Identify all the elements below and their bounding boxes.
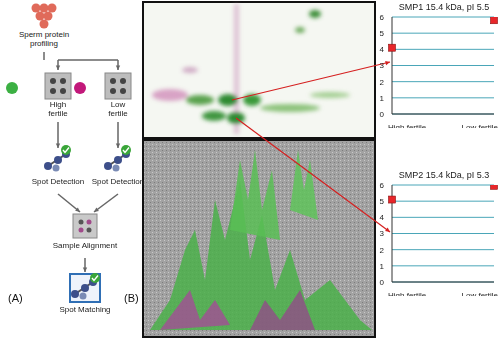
html-text:Spot Detection: Spot Detection	[91, 177, 145, 186]
svg-text:High fertile: High fertile	[388, 123, 427, 128]
svg-text:Low fertile: Low fertile	[462, 291, 492, 296]
svg-text:High fertile: High fertile	[388, 291, 427, 296]
html-text:SMP2 15.4 kDa, pI 5.3: SMP2 15.4 kDa, pI 5.3	[398, 170, 490, 180]
svg-text:2: 2	[380, 78, 385, 87]
html-text:Low fertile: Low fertile	[108, 100, 128, 118]
html-text:(B): (B)	[124, 292, 139, 304]
svg-text:0: 0	[380, 110, 385, 119]
html-text:High fertile: High fertile	[48, 100, 68, 118]
svg-text:0: 0	[380, 278, 385, 287]
html-text:Sperm protein profiling: Sperm protein profiling	[18, 30, 70, 48]
svg-text:Low fertile: Low fertile	[462, 123, 492, 128]
html-text:Spot Matching: Spot Matching	[59, 305, 111, 314]
html-text:(A): (A)	[8, 292, 23, 304]
svg-text:6: 6	[380, 181, 385, 190]
html-text:SMP1 15.4 kDa, pI 5.5: SMP1 15.4 kDa, pI 5.5	[398, 2, 490, 12]
html-text:Sample Alignment: Sample Alignment	[52, 241, 118, 250]
svg-text:5: 5	[380, 29, 385, 38]
svg-text:2: 2	[380, 246, 385, 255]
html-text:Spot Detection: Spot Detection	[31, 177, 85, 186]
svg-text:5: 5	[380, 197, 385, 206]
svg-text:1: 1	[380, 262, 385, 271]
svg-text:1: 1	[380, 94, 385, 103]
svg-text:3: 3	[380, 229, 385, 238]
svg-text:3: 3	[380, 61, 385, 70]
svg-text:6: 6	[380, 13, 385, 22]
svg-text:4: 4	[380, 213, 385, 222]
svg-text:4: 4	[380, 45, 385, 54]
